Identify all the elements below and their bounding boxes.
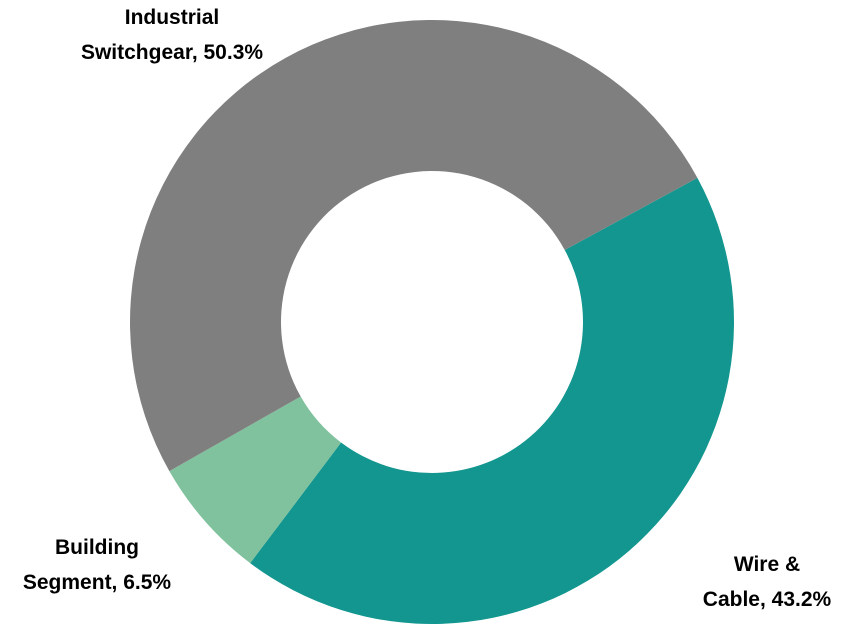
label-line: Switchgear, 50.3% bbox=[81, 41, 263, 64]
label-line: Industrial bbox=[125, 6, 220, 29]
label-line: Segment, 6.5% bbox=[23, 571, 172, 594]
label-line: Cable, 43.2% bbox=[703, 588, 832, 611]
label-line: Wire & bbox=[734, 553, 800, 576]
donut-slice bbox=[169, 396, 342, 564]
data-label: Wire & Cable, 43.2% bbox=[703, 553, 832, 611]
label-line: Building bbox=[55, 536, 139, 559]
data-label: Industrial Switchgear, 50.3% bbox=[81, 6, 263, 64]
data-label: Building Segment, 6.5% bbox=[23, 536, 172, 594]
donut-slice bbox=[129, 19, 698, 472]
donut-slice bbox=[250, 177, 734, 624]
